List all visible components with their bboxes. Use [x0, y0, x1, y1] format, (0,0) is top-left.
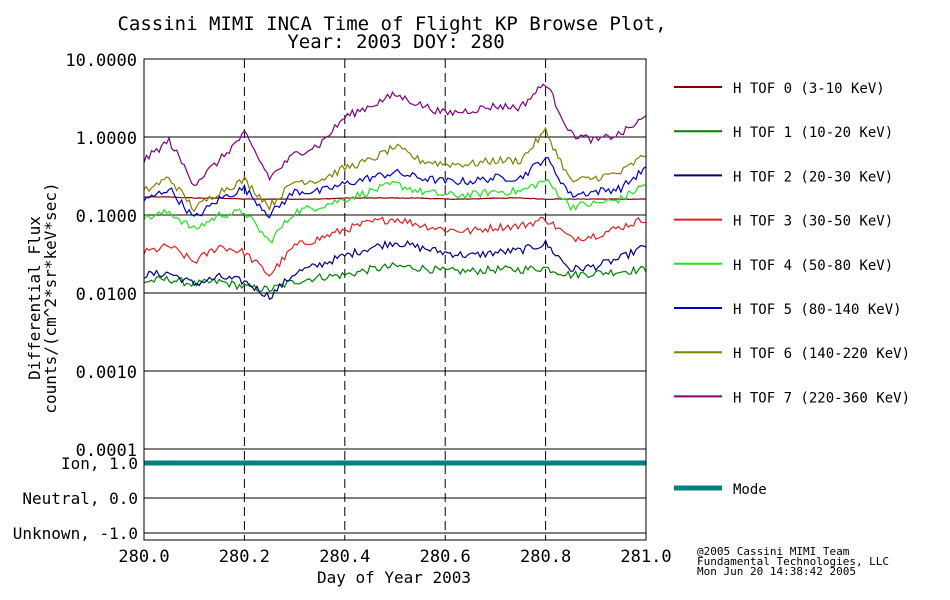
legend-label: H TOF 3 (30-50 KeV) — [733, 214, 893, 230]
y-tick-label: 0.0010 — [76, 363, 137, 383]
main-axes-frame — [143, 58, 647, 450]
y-tick-label: 0.0001 — [76, 441, 137, 461]
y-axis-label-line1: Differential Flux — [25, 216, 44, 380]
series-line — [143, 262, 647, 293]
footer-copyright: @2005 Cassini MIMI Team — [697, 545, 850, 558]
footer-company: Fundamental Technologies, LLC — [697, 555, 889, 568]
chart-title-line1: Cassini MIMI INCA Time of Flight KP Brow… — [117, 13, 666, 35]
mode-axes-frame — [143, 448, 647, 541]
legend-label: H TOF 6 (140-220 KeV) — [733, 346, 910, 362]
legend-label: H TOF 5 (80-140 KeV) — [733, 302, 902, 318]
x-tick-label: 280.4 — [319, 547, 370, 567]
legend-label: H TOF 0 (3-10 KeV) — [733, 81, 885, 97]
y-tick-label: 0.0100 — [76, 285, 137, 305]
y-tick-label: 0.1000 — [76, 207, 137, 227]
x-axis-label: Day of Year 2003 — [317, 568, 471, 587]
chart-title-line2: Year: 2003 DOY: 280 — [287, 31, 504, 53]
legend-label-mode: Mode — [733, 482, 767, 498]
legend-label: H TOF 1 (10-20 KeV) — [733, 125, 893, 141]
mode-tick-label: Unknown, -1.0 — [13, 524, 138, 543]
series-line — [143, 126, 647, 213]
series-line — [143, 83, 647, 187]
x-tick-label: 280.8 — [520, 547, 571, 567]
series-line — [143, 156, 647, 219]
footer-timestamp: Mon Jun 20 14:38:42 2005 — [697, 565, 856, 578]
y-tick-label: 10.0000 — [65, 51, 137, 71]
x-tick-label: 280.2 — [219, 547, 270, 567]
mode-tick-label: Ion, 1.0 — [61, 454, 138, 473]
legend-label: H TOF 4 (50-80 KeV) — [733, 258, 893, 274]
mode-tick-label: Neutral, 0.0 — [22, 489, 138, 508]
series-line — [143, 238, 647, 301]
x-tick-label: 281.0 — [620, 547, 671, 567]
x-tick-label: 280.6 — [420, 547, 471, 567]
y-tick-label: 1.0000 — [76, 129, 137, 149]
y-axis-label-line2: counts/(cm^2*sr*keV*sec) — [41, 182, 60, 413]
legend-label: H TOF 2 (20-30 KeV) — [733, 169, 893, 185]
series-line — [143, 178, 647, 244]
x-tick-label: 280.0 — [118, 547, 169, 567]
legend-label: H TOF 7 (220-360 KeV) — [733, 390, 910, 406]
series-line — [143, 216, 647, 277]
